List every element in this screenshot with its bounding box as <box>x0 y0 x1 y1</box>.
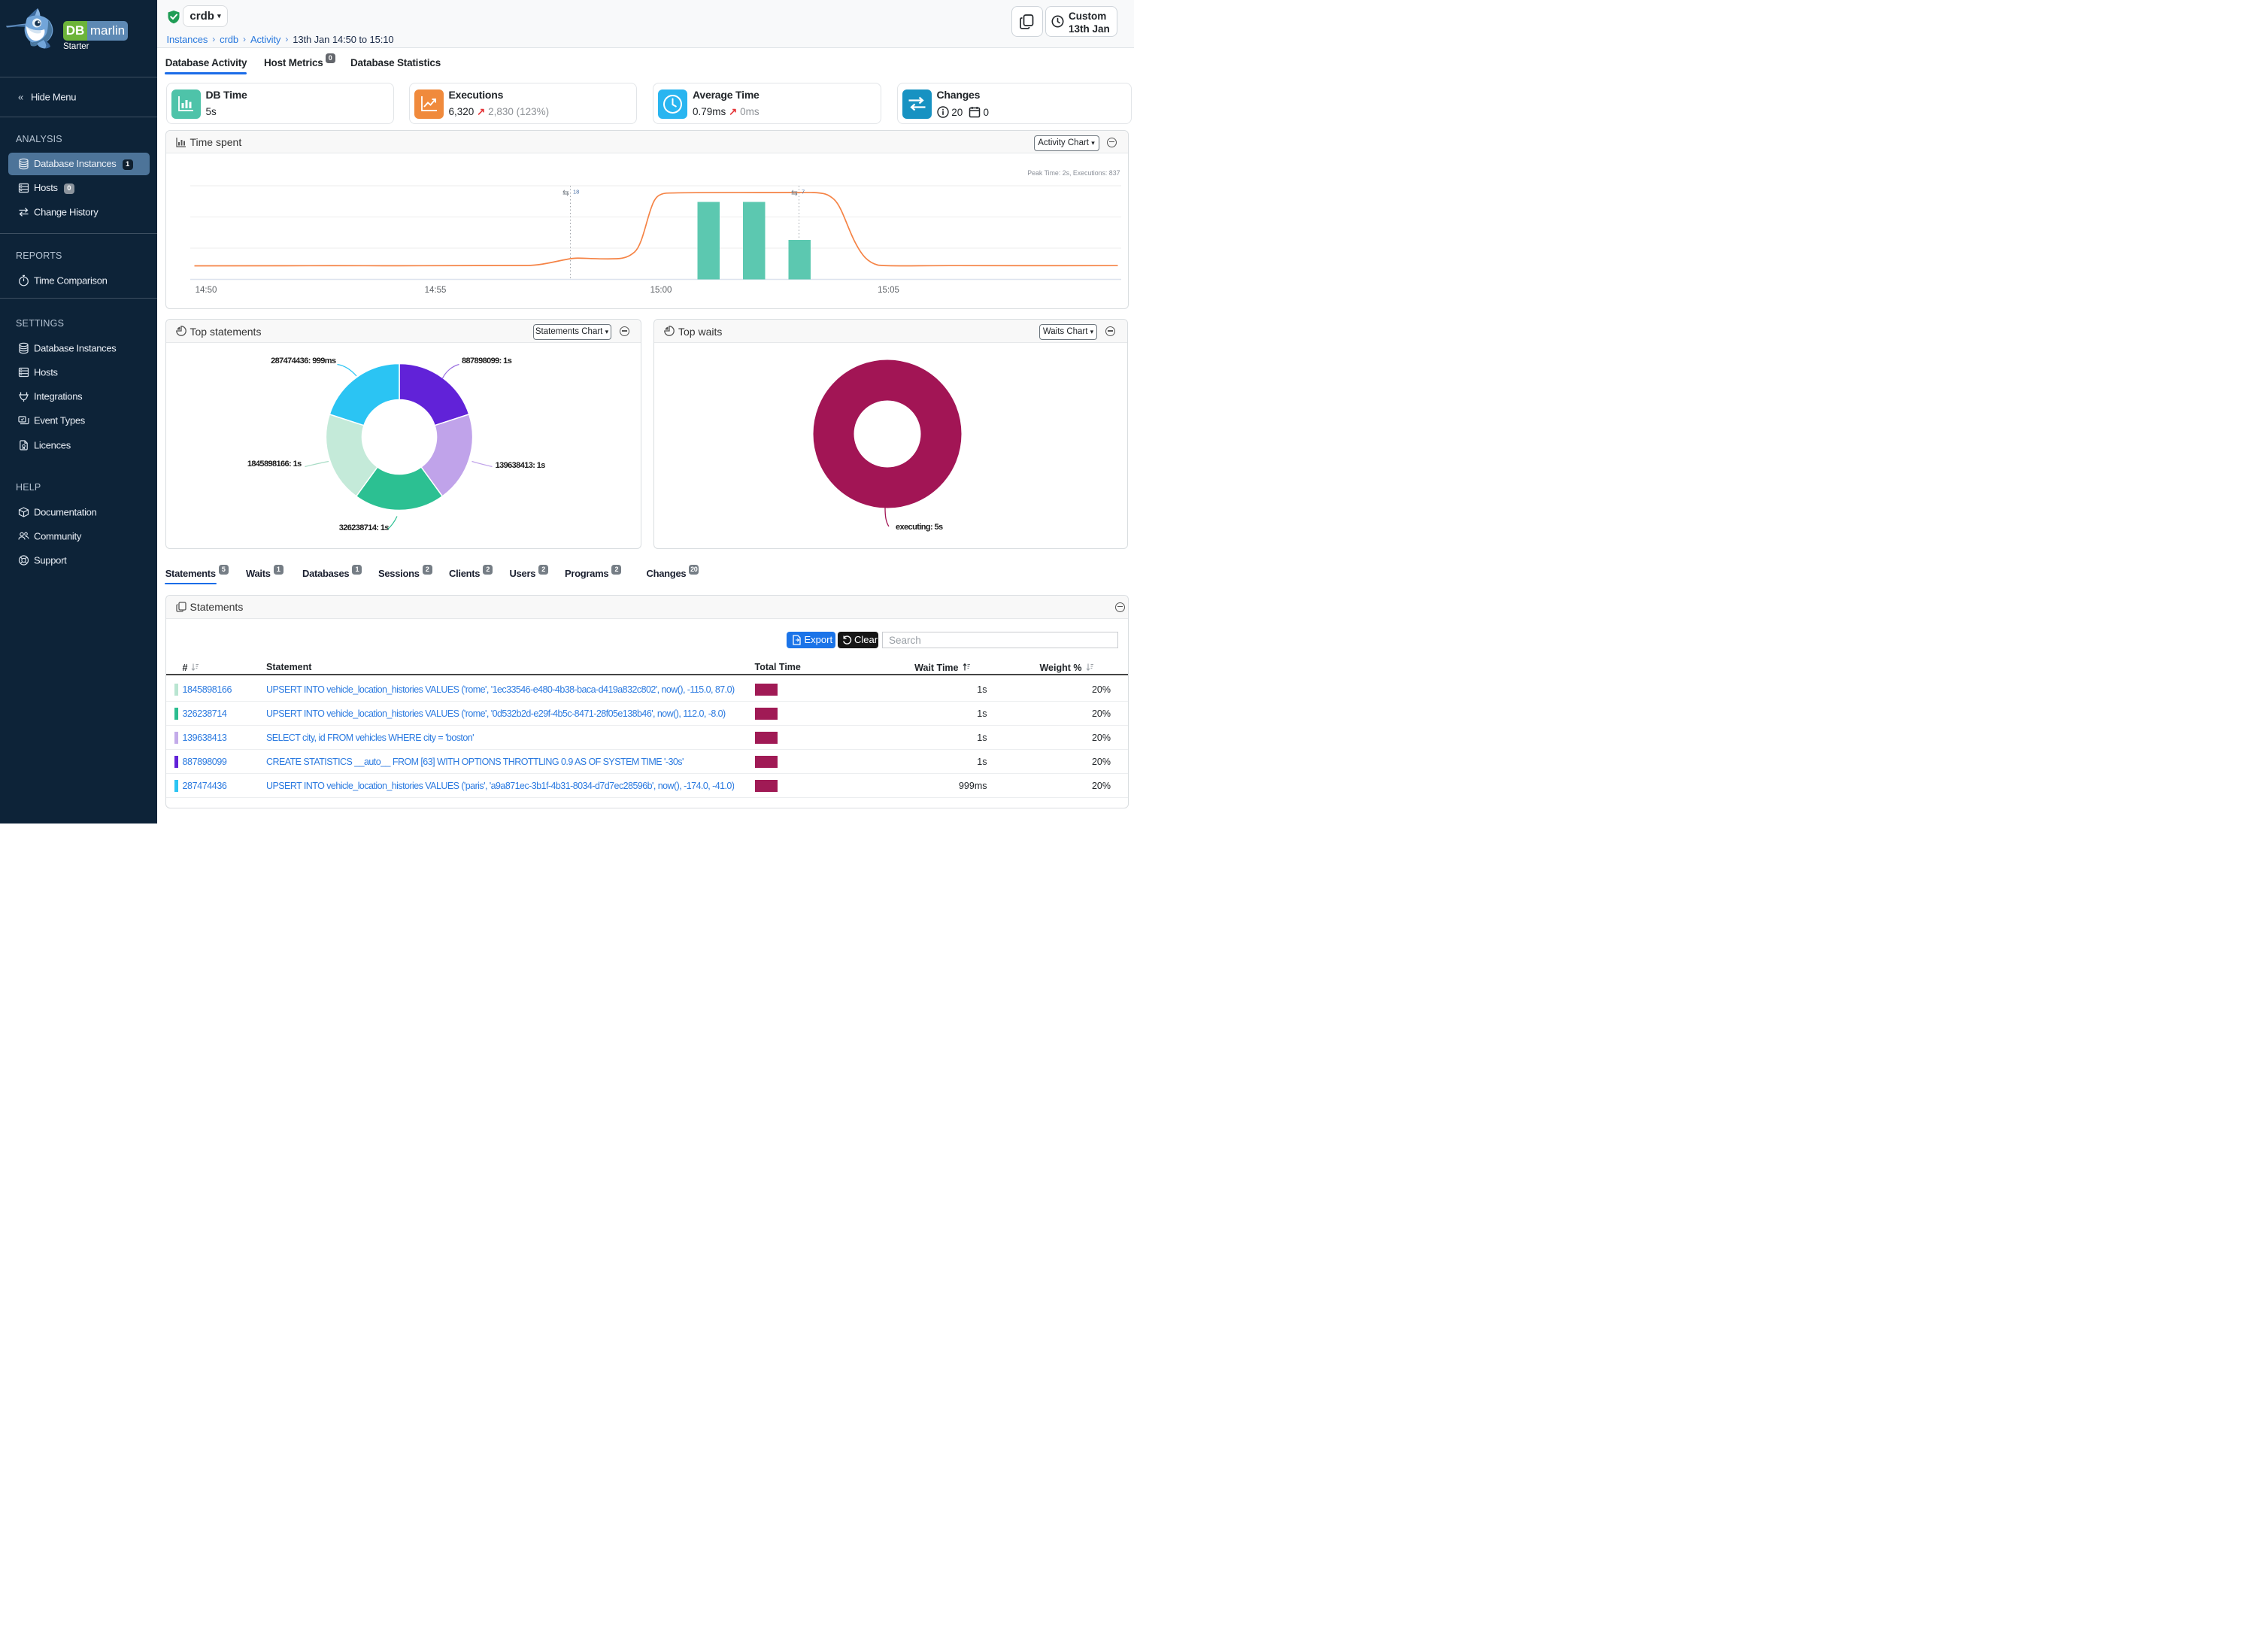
svg-text:15:00: 15:00 <box>650 286 672 295</box>
svg-text:Peak Time: 2s, Executions: 837: Peak Time: 2s, Executions: 837 <box>1027 169 1120 177</box>
svg-text:14:55: 14:55 <box>424 286 446 295</box>
svg-text:18: 18 <box>573 188 579 195</box>
svg-text:⇆: ⇆ <box>791 189 798 198</box>
svg-text:15:05: 15:05 <box>878 286 899 295</box>
svg-text:7: 7 <box>802 188 805 195</box>
svg-text:⇆: ⇆ <box>562 189 569 198</box>
svg-text:14:50: 14:50 <box>195 286 217 295</box>
